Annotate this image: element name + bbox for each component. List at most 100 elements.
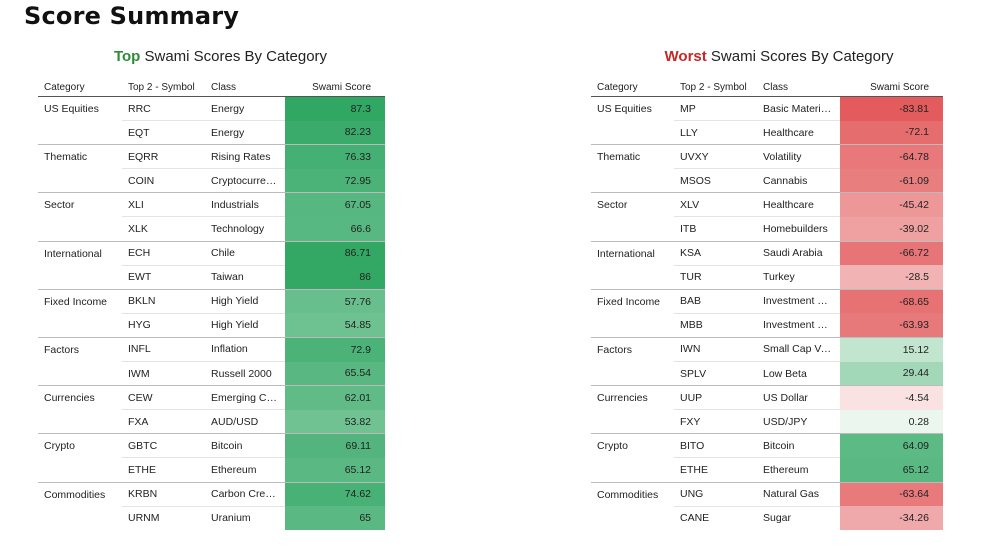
worst-scores-panel: Worst Swami Scores By Category Category … bbox=[591, 46, 943, 530]
class-cell: US Dollar bbox=[757, 385, 840, 410]
symbol-cell: EQRR bbox=[122, 144, 205, 169]
column-header-class: Class bbox=[205, 78, 285, 97]
top-title-rest: Swami Scores By Category bbox=[140, 48, 328, 65]
score-cell: 86.71 bbox=[285, 240, 385, 266]
score-cell: 82.23 bbox=[285, 120, 385, 145]
class-cell: USD/JPY bbox=[757, 409, 840, 434]
symbol-cell: UUP bbox=[674, 385, 757, 410]
class-cell: Bitcoin bbox=[757, 433, 840, 458]
table-row: US Equities MP Basic Materials -83.81 bbox=[591, 96, 943, 121]
class-cell: Ethereum bbox=[757, 457, 840, 482]
table-row: LLY Healthcare -72.1 bbox=[591, 120, 943, 145]
category-cell: US Equities bbox=[597, 103, 652, 115]
table-row: CANE Sugar -34.26 bbox=[591, 505, 943, 530]
score-cell: 64.09 bbox=[840, 433, 943, 458]
class-cell: Turkey bbox=[757, 264, 840, 290]
class-cell: Homebuilders bbox=[757, 216, 840, 242]
symbol-cell: TUR bbox=[674, 264, 757, 290]
symbol-cell: EWT bbox=[122, 264, 205, 290]
category-cell: Sector bbox=[38, 192, 122, 242]
table-row: Factors IWN Small Cap Value 15.12 bbox=[591, 336, 943, 386]
class-cell: Low Beta bbox=[757, 361, 840, 386]
symbol-cell: MSOS bbox=[674, 168, 757, 193]
column-header-score: Swami Score bbox=[285, 78, 385, 97]
symbol-cell: BKLN bbox=[122, 288, 205, 314]
table-row: Currencies UUP US Dollar -4.54 bbox=[591, 385, 943, 434]
worst-scores-body: US Equities MP Basic Materials -83.81 LLY Hea… bbox=[591, 96, 943, 530]
class-cell: Ethereum bbox=[205, 457, 285, 482]
score-cell: -45.42 bbox=[840, 192, 943, 217]
symbol-cell: FXY bbox=[674, 409, 757, 434]
category-cell: Currencies bbox=[38, 385, 122, 434]
page-title: Score Summary bbox=[24, 2, 240, 30]
table-row: MBB Investment G… -63.93 bbox=[591, 312, 943, 338]
score-cell: 62.01 bbox=[285, 385, 385, 410]
score-cell: 65 bbox=[285, 506, 385, 530]
class-cell: Industrials bbox=[205, 192, 285, 217]
symbol-cell: MP bbox=[680, 102, 696, 115]
score-cell: 0.28 bbox=[840, 409, 943, 434]
symbol-cell: BITO bbox=[674, 433, 757, 458]
score-cell: 65.54 bbox=[285, 361, 385, 386]
category-cell: Commodities bbox=[591, 481, 674, 530]
top-scores-title: Top Swami Scores By Category bbox=[56, 48, 385, 65]
class-cell: Cannabis bbox=[757, 168, 840, 193]
class-cell: Energy bbox=[211, 102, 245, 115]
symbol-cell: SPLV bbox=[674, 361, 757, 386]
table-row: Thematic EQRR Rising Rates 76.33 bbox=[38, 144, 385, 193]
column-header-score: Swami Score bbox=[840, 78, 943, 97]
table-row: Sector XLI Industrials 67.05 bbox=[38, 192, 385, 242]
table-row: ETHE Ethereum 65.12 bbox=[591, 457, 943, 482]
score-cell: -64.78 bbox=[840, 144, 943, 169]
category-cell: Factors bbox=[38, 336, 122, 386]
symbol-cell: XLV bbox=[674, 192, 757, 217]
table-row: Currencies CEW Emerging Cur… 62.01 bbox=[38, 385, 385, 434]
table-row: IWM Russell 2000 65.54 bbox=[38, 361, 385, 386]
category-cell: Thematic bbox=[38, 144, 122, 193]
symbol-cell: EQT bbox=[122, 120, 205, 145]
table-row: HYG High Yield 54.85 bbox=[38, 312, 385, 338]
score-cell: -63.93 bbox=[840, 313, 943, 338]
category-cell: Crypto bbox=[38, 433, 122, 482]
table-header-row: Category Top 2 - Symbol Class Swami Scor… bbox=[38, 78, 385, 97]
class-cell: Rising Rates bbox=[205, 144, 285, 169]
score-cell: 72.9 bbox=[285, 336, 385, 362]
score-cell: 74.62 bbox=[285, 481, 385, 507]
symbol-cell: IWM bbox=[122, 361, 205, 386]
worst-title-rest: Swami Scores By Category bbox=[706, 48, 894, 65]
class-cell: Investment G… bbox=[757, 288, 840, 314]
column-header-category: Category bbox=[38, 78, 122, 97]
column-header-symbol: Top 2 - Symbol bbox=[674, 78, 757, 97]
class-cell: Sugar bbox=[757, 505, 840, 530]
score-cell: 87.3 bbox=[285, 96, 385, 121]
symbol-cell: GBTC bbox=[122, 433, 205, 458]
score-cell: -83.81 bbox=[840, 96, 943, 121]
table-row: Commodities UNG Natural Gas -63.64 bbox=[591, 481, 943, 530]
class-cell: Natural Gas bbox=[757, 481, 840, 507]
category-cell: Sector bbox=[591, 192, 674, 242]
score-cell: -34.26 bbox=[840, 506, 943, 530]
symbol-cell: KRBN bbox=[122, 481, 205, 507]
symbol-cell: RRC bbox=[128, 102, 151, 115]
table-row: Fixed Income BKLN High Yield 57.76 bbox=[38, 288, 385, 338]
class-cell: Taiwan bbox=[205, 264, 285, 290]
category-cell: Thematic bbox=[591, 144, 674, 193]
table-row: Crypto BITO Bitcoin 64.09 bbox=[591, 433, 943, 482]
worst-scores-title: Worst Swami Scores By Category bbox=[615, 48, 943, 65]
symbol-cell: FXA bbox=[122, 409, 205, 434]
symbol-cell: COIN bbox=[122, 168, 205, 193]
table-row: International ECH Chile 86.71 bbox=[38, 240, 385, 290]
score-cell: 66.6 bbox=[285, 216, 385, 242]
table-row: FXA AUD/USD 53.82 bbox=[38, 409, 385, 434]
class-cell: Small Cap Value bbox=[757, 336, 840, 362]
class-cell: Basic Materials bbox=[763, 102, 835, 115]
score-cell: 57.76 bbox=[285, 288, 385, 314]
score-cell: -61.09 bbox=[840, 168, 943, 193]
symbol-cell: UVXY bbox=[674, 144, 757, 169]
category-cell: US Equities bbox=[44, 103, 99, 115]
score-cell: -72.1 bbox=[840, 120, 943, 145]
score-cell: -68.65 bbox=[840, 288, 943, 314]
score-cell: 15.12 bbox=[840, 336, 943, 362]
class-cell: Healthcare bbox=[757, 192, 840, 217]
class-cell: Uranium bbox=[205, 505, 285, 530]
